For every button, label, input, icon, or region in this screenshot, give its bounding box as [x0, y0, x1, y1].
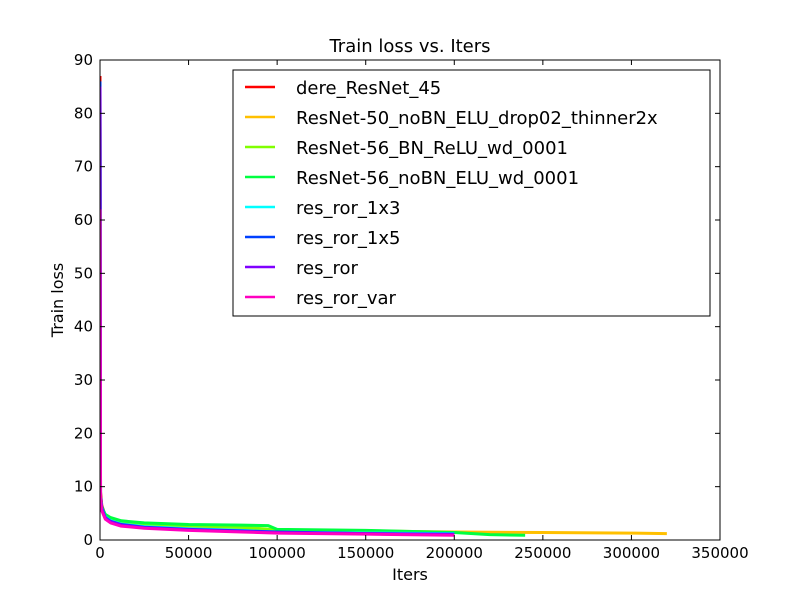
x-tick-label: 250000: [514, 544, 571, 562]
x-tick-label: 200000: [426, 544, 483, 562]
y-tick-label: 80: [74, 104, 93, 122]
legend-label-1: dere_ResNet_45: [296, 78, 441, 99]
series-group: [100, 75, 667, 537]
legend-label-3: ResNet-56_BN_ReLU_wd_0001: [296, 138, 568, 159]
x-tick-label: 300000: [603, 544, 660, 562]
legend-label-6: res_ror_1x5: [296, 228, 400, 249]
x-tick-label: 50000: [165, 544, 213, 562]
y-tick-label: 40: [74, 318, 93, 336]
x-tick-label: 150000: [337, 544, 394, 562]
y-tick-label: 30: [74, 371, 93, 389]
y-tick-label: 10: [74, 478, 93, 496]
y-axis-label: Train loss: [48, 263, 67, 338]
y-tick-label: 0: [83, 531, 93, 549]
x-tick-label: 100000: [249, 544, 306, 562]
legend-label-2: ResNet-50_noBN_ELU_drop02_thinner2x: [296, 108, 658, 129]
legend-box: [232, 69, 711, 317]
chart-title: Train loss vs. Iters: [328, 36, 490, 57]
axes-frame: [99, 59, 721, 541]
axes: 0 50000 100000 150000 200000 250000 300000 3500…: [74, 51, 749, 562]
y-tick-label: 60: [74, 211, 93, 229]
legend-label-5: res_ror_1x3: [296, 198, 400, 219]
y-tick-label: 70: [74, 158, 93, 176]
plot-area: [100, 75, 667, 537]
legend-label-4: ResNet-56_noBN_ELU_wd_0001: [296, 168, 579, 189]
legend-label-7: res_ror: [296, 258, 358, 279]
x-axis-label: Iters: [392, 565, 428, 584]
y-tick-label: 50: [74, 264, 93, 282]
legend: dere_ResNet_45 ResNet-50_noBN_ELU_drop02_…: [232, 69, 711, 317]
series-line-8: [100, 209, 455, 537]
y-tick-label: 20: [74, 424, 93, 442]
x-tick-label: 0: [95, 544, 105, 562]
y-tick-label: 90: [74, 51, 93, 69]
x-tick-label: 350000: [691, 544, 748, 562]
legend-label-8: res_ror_var: [296, 288, 397, 309]
